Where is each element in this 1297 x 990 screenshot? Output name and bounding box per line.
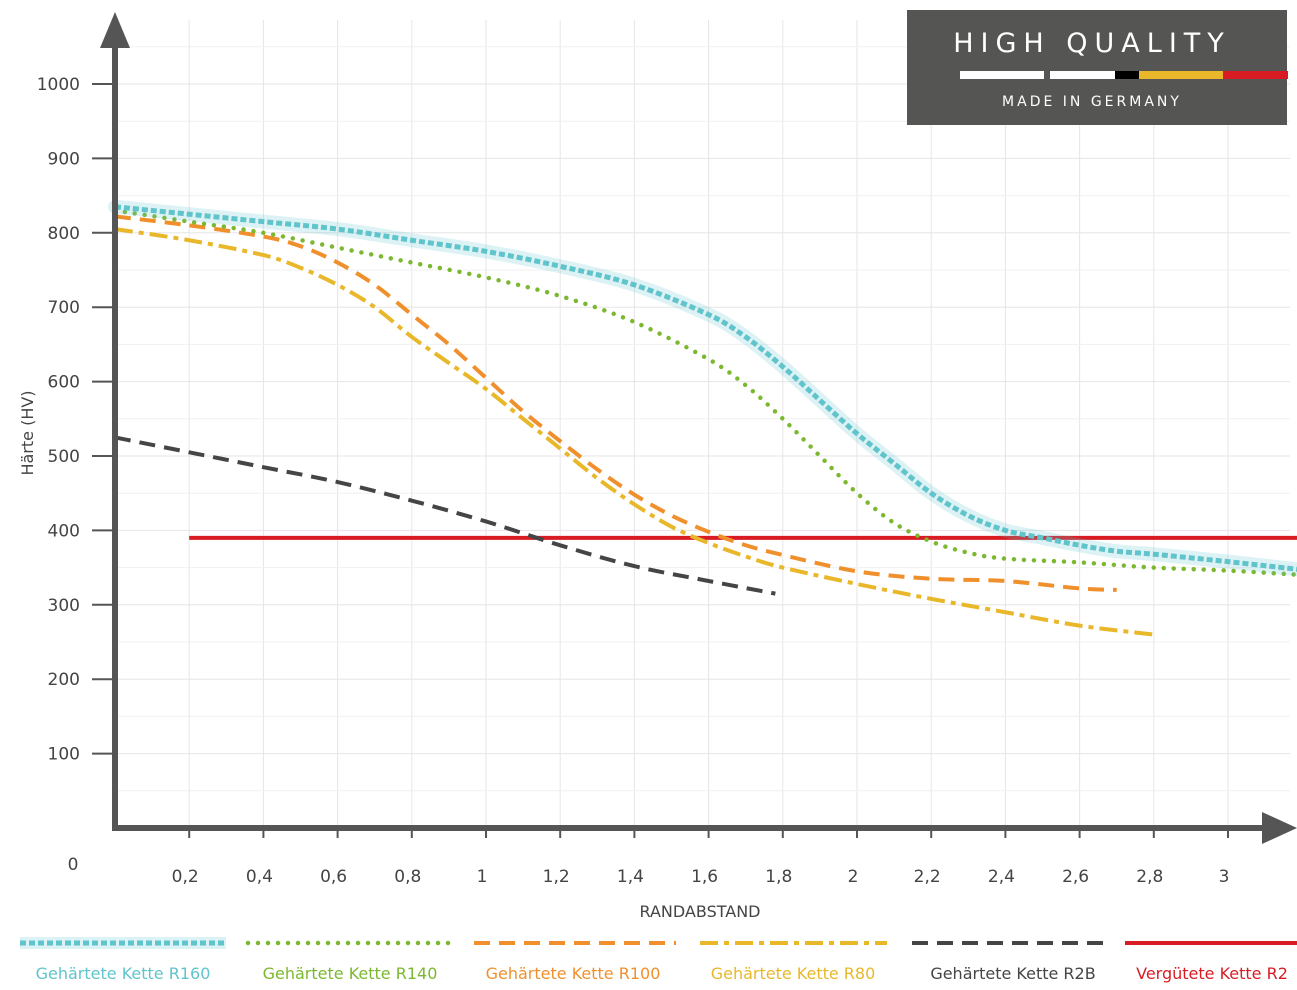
legend-label-geh-rtete-kette-r100: Gehärtete Kette R100 <box>486 964 661 983</box>
y-tick-label: 600 <box>48 373 80 393</box>
x-tick-label: 2,6 <box>1062 867 1089 887</box>
badge-stripe-white-2 <box>1050 71 1115 79</box>
x-tick-label: 2,8 <box>1136 867 1163 887</box>
y-tick-label: 1000 <box>37 75 80 95</box>
badge-bottom-text: MADE IN GERMANY <box>1002 94 1182 110</box>
x-axis-title: RANDABSTAND <box>640 902 761 921</box>
y-tick-label: 100 <box>48 745 80 765</box>
y-tick-label: 300 <box>48 596 80 616</box>
x-tick-label: 1 <box>477 867 488 887</box>
legend-label-geh-rtete-kette-r2b: Gehärtete Kette R2B <box>930 964 1095 983</box>
x-tick-label: 0,2 <box>172 867 199 887</box>
grid-lines <box>115 20 1290 828</box>
y-tick-label: 200 <box>48 670 80 690</box>
series-line-geh-rtete-kette-r80 <box>114 227 1155 637</box>
badge-stripe-red <box>1223 71 1288 79</box>
x-tick-label: 1,8 <box>765 867 792 887</box>
series-band-geh-rtete-kette-r160 <box>108 199 1297 577</box>
x-tick-label: 2,4 <box>988 867 1015 887</box>
series-line-geh-rtete-kette-r100 <box>114 214 1117 592</box>
badge-top-text: HIGH QUALITY <box>953 28 1231 59</box>
y-tick-label: 500 <box>48 447 80 467</box>
x-tick-label: 2,2 <box>914 867 941 887</box>
x-tick-label: 0,4 <box>246 867 273 887</box>
legend-label-verg-tete-kette-r2: Vergütete Kette R2 <box>1136 964 1288 983</box>
x-tick-label: 1,4 <box>617 867 644 887</box>
legend-label-geh-rtete-kette-r140: Gehärtete Kette R140 <box>263 964 438 983</box>
y-tick-label: 800 <box>48 224 80 244</box>
y-tick-label: 900 <box>48 149 80 169</box>
x-tick-label: 0,8 <box>394 867 421 887</box>
legend-label-geh-rtete-kette-r160: Gehärtete Kette R160 <box>36 964 211 983</box>
series-line-geh-rtete-kette-r140 <box>112 208 1297 577</box>
legend: Gehärtete Kette R160 Gehärtete Kette R140… <box>20 937 1297 983</box>
x-tick-label: 1,2 <box>543 867 570 887</box>
origin-label: 0 <box>68 855 79 875</box>
badge-stripe-gold <box>1139 71 1223 79</box>
series-line-geh-rtete-kette-r160 <box>114 204 1297 572</box>
badge-stripe-white-1 <box>960 71 1044 79</box>
x-tick-label: 2 <box>848 867 859 887</box>
legend-label-geh-rtete-kette-r80: Gehärtete Kette R80 <box>711 964 876 983</box>
series-layer <box>108 199 1297 637</box>
quality-badge: HIGH QUALITY MADE IN GERMANY <box>907 10 1288 125</box>
y-tick-label: 400 <box>48 521 80 541</box>
x-tick-label: 3 <box>1219 867 1230 887</box>
series-line-geh-rtete-kette-r2b <box>114 435 776 596</box>
x-axis-arrow <box>1262 812 1297 844</box>
y-axis-arrow <box>100 12 130 48</box>
y-axis-title: Härte (HV) <box>18 390 37 475</box>
y-tick-label: 700 <box>48 298 80 318</box>
x-tick-label: 1,6 <box>691 867 718 887</box>
badge-stripe-black <box>1115 71 1139 79</box>
x-tick-label: 0,6 <box>320 867 347 887</box>
tick-labels: 0,2 0,4 0,6 0,8 1 1,2 1,4 1,6 1,8 2 2,2 2,4 2,6 2,8 3 1… <box>37 75 1230 887</box>
axes <box>100 12 1297 844</box>
badge-background <box>907 10 1287 125</box>
